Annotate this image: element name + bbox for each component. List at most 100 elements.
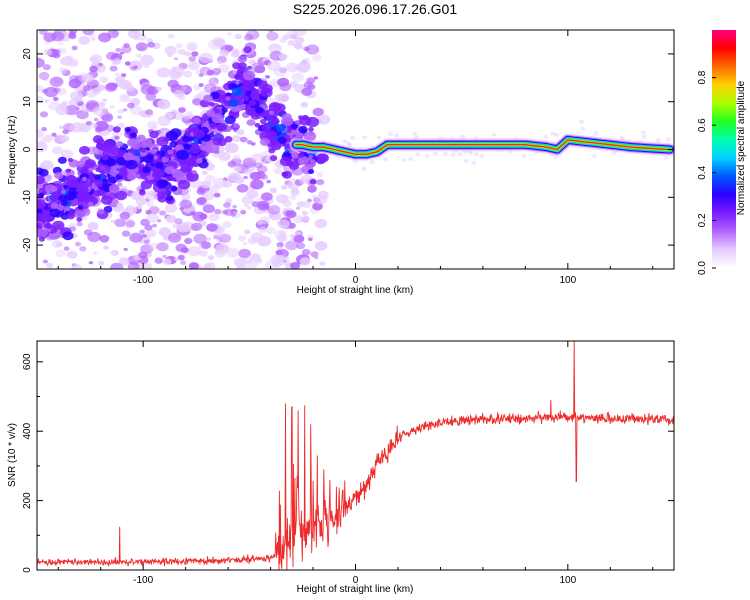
heatmap-cell — [242, 70, 256, 81]
heatmap-cell — [261, 192, 273, 202]
heatmap-cell — [103, 140, 115, 150]
heatmap-cell — [57, 156, 67, 164]
heatmap-cell — [71, 45, 78, 51]
spectrogram-x-tick-label: 0 — [353, 275, 359, 286]
heatmap-cell — [44, 184, 56, 194]
heatmap-cell — [231, 135, 242, 143]
heatmap-cell — [663, 155, 669, 160]
heatmap-cell — [93, 190, 101, 197]
heatmap-cell — [221, 107, 228, 113]
heatmap-cell — [233, 166, 242, 172]
heatmap-cell — [290, 34, 297, 39]
heatmap-cell — [211, 67, 222, 75]
heatmap-cell — [156, 86, 162, 91]
heatmap-cell — [194, 94, 200, 99]
heatmap-cell — [225, 115, 236, 125]
heatmap-cell — [115, 47, 122, 53]
heatmap-cell — [293, 234, 305, 243]
heatmap-cell — [235, 89, 243, 96]
heatmap-cell — [224, 44, 234, 52]
heatmap-cell — [261, 124, 272, 132]
spectrogram-x-axis-label: Height of straight line (km) — [297, 285, 414, 296]
heatmap-cell — [94, 180, 104, 187]
spectrogram-x-axis: -100 0 100 — [57, 30, 654, 286]
heatmap-cell — [302, 201, 311, 208]
heatmap-cell — [293, 215, 304, 224]
heatmap-cell — [138, 190, 146, 196]
heatmap-cell — [394, 133, 400, 138]
heatmap-cell — [289, 194, 297, 201]
heatmap-cell — [307, 185, 317, 193]
heatmap-cell — [167, 149, 174, 155]
heatmap-cell — [244, 33, 254, 41]
heatmap-cell — [314, 195, 328, 205]
heatmap-cell — [117, 115, 122, 119]
heatmap-cell — [269, 254, 284, 266]
heatmap-cell — [286, 160, 294, 167]
heatmap-cell — [237, 55, 248, 63]
heatmap-cell — [206, 109, 216, 117]
heatmap-cell — [270, 117, 280, 126]
heatmap-cell — [125, 220, 135, 228]
heatmap-cell — [157, 219, 162, 223]
heatmap-cell — [37, 85, 44, 92]
heatmap-cell — [147, 38, 153, 43]
snr-plot-area — [37, 341, 674, 570]
heatmap-cell — [388, 132, 393, 137]
heatmap-cell — [74, 210, 85, 219]
heatmap-cell — [155, 161, 164, 169]
heatmap-cell — [152, 223, 157, 228]
heatmap-cell — [273, 168, 283, 175]
heatmap-cell — [219, 124, 227, 131]
heatmap-cell — [133, 65, 138, 69]
heatmap-cell — [158, 227, 172, 237]
heatmap-cell — [37, 57, 45, 68]
heatmap-cell — [136, 53, 142, 58]
heatmap-cell — [236, 129, 245, 136]
heatmap-cell — [260, 87, 273, 98]
heatmap-cell — [38, 192, 45, 198]
spectrogram-y-tick-label: 0 — [22, 146, 33, 152]
spectrogram-ridge — [289, 133, 674, 161]
heatmap-cell — [140, 147, 147, 153]
heatmap-cell — [147, 154, 154, 160]
heatmap-cell — [302, 215, 310, 222]
heatmap-cell — [285, 62, 299, 73]
heatmap-cell — [214, 209, 222, 215]
heatmap-cell — [102, 98, 108, 102]
heatmap-cell — [89, 65, 98, 73]
heatmap-cell — [166, 53, 173, 58]
heatmap-cell — [106, 51, 118, 61]
heatmap-cell — [42, 64, 51, 71]
heatmap-cell — [265, 209, 272, 214]
heatmap-cell — [99, 76, 109, 83]
heatmap-cell — [521, 154, 527, 158]
heatmap-cell — [189, 211, 196, 216]
heatmap-cell — [164, 45, 177, 55]
heatmap-cell — [75, 160, 85, 168]
heatmap-cell — [665, 137, 671, 142]
heatmap-cell — [73, 95, 83, 103]
heatmap-cell — [142, 166, 151, 174]
heatmap-cell — [242, 241, 248, 246]
heatmap-cell — [269, 187, 277, 194]
heatmap-cell — [491, 132, 497, 137]
heatmap-cell — [157, 99, 171, 110]
snr-x-axis: -100 0 100 — [57, 341, 654, 586]
figure-title: S225.2026.096.17.26.G01 — [293, 1, 457, 17]
heatmap-cell — [165, 215, 177, 224]
heatmap-cell — [82, 30, 95, 36]
heatmap-cell — [279, 67, 287, 74]
heatmap-cell — [265, 260, 277, 269]
snr-y-tick-label: 400 — [22, 422, 33, 439]
heatmap-cell — [265, 130, 278, 140]
heatmap-cell — [277, 136, 287, 144]
heatmap-cell — [96, 142, 105, 150]
heatmap-cell — [282, 199, 292, 207]
heatmap-cell — [199, 52, 213, 64]
heatmap-cell — [37, 175, 45, 185]
heatmap-cell — [162, 254, 168, 259]
heatmap-cell — [236, 184, 249, 193]
heatmap-cell — [161, 190, 169, 196]
